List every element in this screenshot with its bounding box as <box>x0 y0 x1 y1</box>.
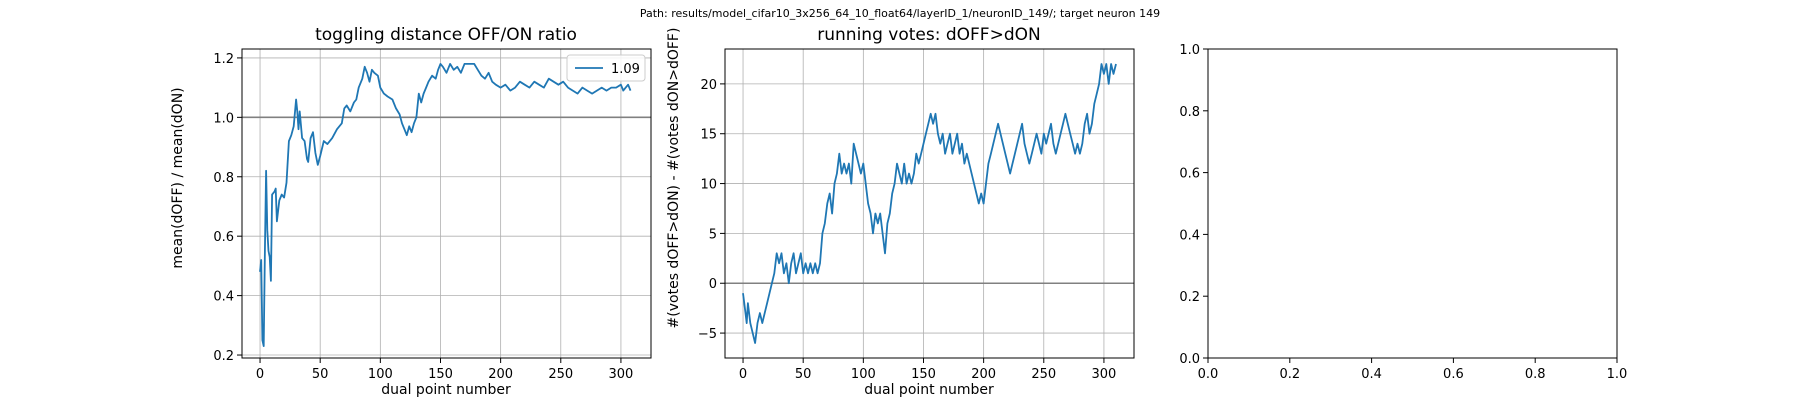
empty-ytick-label: 0.6 <box>1179 167 1200 182</box>
empty-xtick-label: 0.6 <box>1443 367 1464 382</box>
ratio-axes-frame <box>241 48 652 359</box>
ratio-ytick-label: 0.2 <box>213 349 234 364</box>
empty-ytick-label: 0.4 <box>1179 228 1200 243</box>
empty-ytick-label: 0.2 <box>1179 290 1200 305</box>
empty-xtick-label: 0.8 <box>1525 367 1546 382</box>
empty-xtick-label: 0.0 <box>1198 367 1219 382</box>
votes-axes-frame <box>724 48 1135 359</box>
ratio-xtick-label: 250 <box>548 367 573 382</box>
ratio-legend: 1.09 <box>566 54 646 82</box>
votes-ytick-label: −5 <box>698 327 717 342</box>
votes-xtick-label: 0 <box>739 367 747 382</box>
ratio-xtick-label: 0 <box>256 367 264 382</box>
votes-xtick-label: 150 <box>911 367 936 382</box>
votes-xtick-label: 200 <box>971 367 996 382</box>
chart-votes-xlabel: dual point number <box>864 382 994 398</box>
votes-xtick-label: 250 <box>1031 367 1056 382</box>
ratio-ytick-label: 0.8 <box>213 171 234 186</box>
ratio-xtick-label: 100 <box>368 367 393 382</box>
empty-ytick-label: 1.0 <box>1179 43 1200 58</box>
ratio-xtick-label: 150 <box>428 367 453 382</box>
ratio-ytick-label: 1.2 <box>213 52 234 67</box>
votes-xtick-label: 300 <box>1092 367 1117 382</box>
empty-xtick-label: 0.2 <box>1279 367 1300 382</box>
chart-empty: 0.0 0.2 0.4 0.6 0.8 1.0 0.0 0.2 0.4 0.6 0.8 1.0 <box>1179 43 1627 382</box>
ratio-series-line <box>259 63 632 347</box>
votes-ytick-label: 10 <box>700 178 717 193</box>
votes-ytick-label: 0 <box>709 277 717 292</box>
chart-votes-title: running votes: dOFF>dON <box>817 25 1040 45</box>
empty-xtick-label: 0.4 <box>1361 367 1382 382</box>
empty-xtick-label: 1.0 <box>1607 367 1628 382</box>
chart-votes: running votes: dOFF>dON dual point numbe… <box>666 25 1135 398</box>
ratio-ytick-label: 0.4 <box>213 290 234 305</box>
empty-ytick-label: 0.8 <box>1179 105 1200 120</box>
ratio-ytick-label: 0.6 <box>213 230 234 245</box>
votes-series-line <box>742 63 1117 344</box>
chart-ratio-ylabel: mean(dOFF) / mean(dON) <box>170 87 186 268</box>
ratio-xtick-label: 300 <box>609 367 634 382</box>
votes-ytick-label: 20 <box>700 78 717 93</box>
votes-xtick-label: 100 <box>851 367 876 382</box>
ratio-xtick-label: 50 <box>312 367 329 382</box>
votes-ytick-label: 15 <box>700 128 717 143</box>
empty-ytick-label: 0.0 <box>1179 352 1200 367</box>
ratio-ytick-label: 1.0 <box>213 111 234 126</box>
figure-suptitle: Path: results/model_cifar10_3x256_64_10_… <box>640 7 1160 20</box>
chart-ratio: toggling distance OFF/ON ratio dual poin… <box>170 25 652 398</box>
chart-ratio-title: toggling distance OFF/ON ratio <box>315 25 577 45</box>
votes-xtick-label: 50 <box>795 367 812 382</box>
ratio-xtick-label: 200 <box>488 367 513 382</box>
votes-ytick-label: 5 <box>709 227 717 242</box>
chart-votes-ylabel: #(votes dOFF>dON) - #(votes dON>dOFF) <box>666 28 682 329</box>
chart-ratio-xlabel: dual point number <box>381 382 511 398</box>
ratio-legend-box <box>566 54 646 82</box>
empty-axes-frame <box>1207 48 1618 359</box>
ratio-legend-label: 1.09 <box>611 62 640 77</box>
